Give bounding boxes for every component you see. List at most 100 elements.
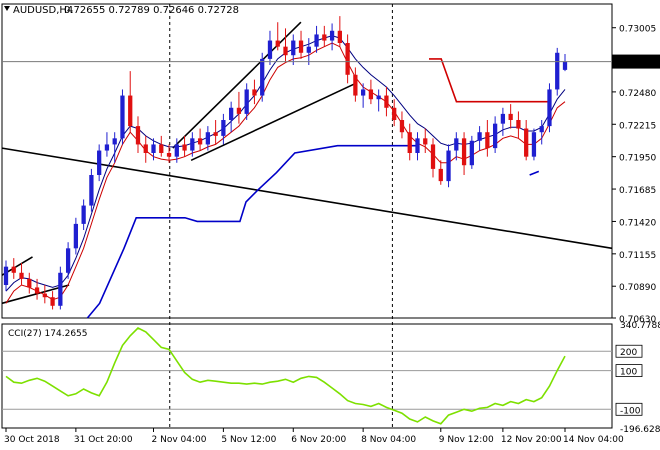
candle-body	[298, 40, 304, 53]
time-tick-label: 12 Nov 20:00	[501, 435, 562, 445]
cci-tick-label: 100	[620, 368, 637, 378]
candle-body	[454, 138, 459, 151]
candle-body	[399, 120, 405, 133]
price-tick-label: 0.71950	[619, 154, 656, 164]
candle-body	[345, 43, 350, 75]
candle-body	[562, 61, 568, 70]
candle-body	[120, 95, 125, 139]
candle-body	[314, 34, 319, 47]
candle-body	[547, 89, 552, 127]
candle-body	[19, 272, 24, 279]
candle-body	[508, 113, 513, 120]
time-tick-label: 14 Nov 04:00	[563, 435, 624, 445]
candle-body	[368, 89, 374, 100]
price-tick-label: 0.73005	[619, 25, 656, 35]
candle-body	[205, 132, 210, 145]
candle-body	[392, 107, 397, 120]
candle-body	[423, 138, 428, 145]
candle-body	[11, 266, 16, 273]
candle-body	[267, 40, 273, 59]
candle-body	[492, 123, 498, 149]
price-tick-label: 0.72480	[619, 89, 656, 99]
candle-body	[197, 138, 203, 145]
time-tick-label: 31 Oct 20:00	[74, 435, 133, 445]
candle-body	[322, 34, 327, 41]
cci-indicator-label: CCI(27) 174.2655	[8, 329, 88, 339]
candle-body	[477, 132, 482, 141]
price-tick-label: 0.71420	[619, 218, 656, 228]
time-tick-label: 5 Nov 12:00	[221, 435, 276, 445]
cci-level-box	[615, 364, 643, 377]
candle-body	[229, 107, 234, 120]
candle-body	[306, 46, 311, 53]
cci-tick-label: -196.6284	[620, 425, 660, 435]
cci-line	[5, 327, 566, 425]
candle-body	[190, 138, 195, 151]
candle-body	[430, 144, 436, 169]
candle-body	[151, 144, 156, 153]
candle-body	[384, 95, 389, 108]
candle-body	[461, 138, 467, 166]
time-tick-label: 2 Nov 04:00	[152, 435, 207, 445]
candle-body	[174, 144, 179, 157]
candle-body	[81, 205, 86, 224]
candle-body	[531, 132, 537, 157]
ma-fast-line	[5, 42, 566, 304]
price-tick-label: 0.71155	[619, 251, 656, 261]
candle-body	[469, 140, 474, 166]
candle-body	[438, 168, 443, 182]
candle-body	[500, 113, 506, 124]
blue-step-tail	[529, 170, 540, 176]
candle-body	[236, 107, 242, 114]
candle-body	[166, 153, 172, 157]
cci-panel-frame	[1, 323, 613, 429]
candle-body	[112, 138, 117, 145]
candle-body	[97, 150, 102, 175]
candle-body	[337, 30, 342, 43]
candle-body	[260, 58, 265, 96]
time-tick-label: 8 Nov 04:00	[361, 435, 416, 445]
candle-body	[27, 278, 32, 288]
candle-body	[159, 144, 164, 153]
candle-body	[104, 144, 110, 151]
blue-step-line	[86, 144, 417, 319]
candle-body	[135, 126, 141, 145]
candle-body	[252, 89, 257, 96]
red-step-line	[429, 58, 551, 103]
price-tick-label: 0.70630	[619, 315, 656, 325]
price-panel-frame	[1, 3, 613, 319]
candle-body	[213, 132, 218, 136]
candle-body	[415, 138, 420, 153]
current-price-tag	[612, 54, 660, 69]
candle-body	[3, 266, 9, 285]
current-price-label: 0.72728	[618, 59, 655, 69]
candle-body	[42, 293, 47, 298]
trend-line-4	[1, 147, 613, 250]
cci-tick-label: -100	[620, 406, 641, 416]
candle-body	[555, 52, 560, 90]
candle-body	[34, 287, 40, 294]
time-tick-label: 9 Nov 12:00	[439, 435, 494, 445]
candle-body	[291, 40, 296, 56]
candle-body	[73, 223, 79, 249]
candle-body	[329, 30, 335, 41]
trend-line-1	[1, 284, 70, 305]
cci-tick-label: 200	[620, 348, 637, 358]
candle-body	[524, 128, 529, 157]
price-tick-label: 0.72215	[619, 121, 656, 131]
cci-level-box	[615, 344, 643, 358]
candle-body	[539, 126, 544, 133]
candle-body	[407, 132, 412, 153]
trend-line-3	[190, 82, 357, 162]
candle-body	[516, 120, 521, 129]
candle-body	[275, 40, 280, 47]
candle-body	[283, 46, 288, 56]
trend-line-2	[172, 21, 302, 149]
candle-body	[58, 272, 63, 306]
time-tick-label: 30 Oct 2018	[4, 435, 60, 445]
candle-body	[89, 175, 94, 206]
candle-body	[361, 89, 366, 96]
candle-body	[65, 248, 71, 273]
candle-body	[50, 297, 55, 306]
